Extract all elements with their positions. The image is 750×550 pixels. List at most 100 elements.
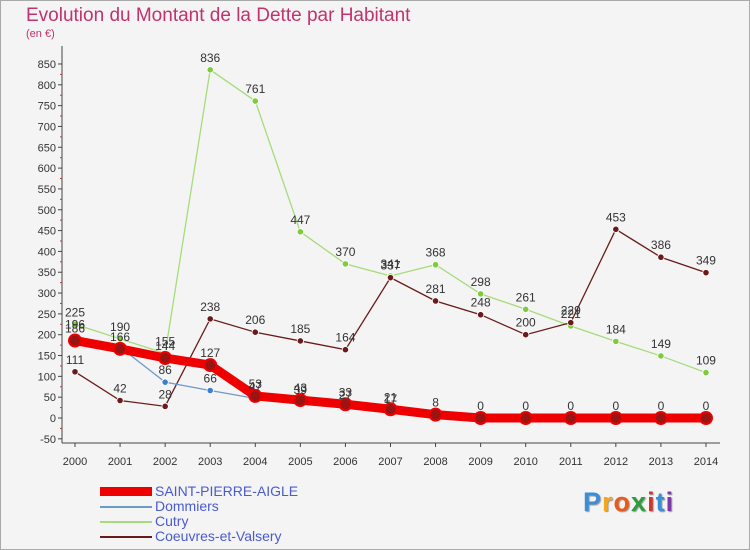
y-tick-label: 800 <box>38 80 56 92</box>
data-label-cutry: 370 <box>335 245 355 259</box>
logo-letter: o <box>613 487 632 517</box>
data-point-cutry <box>477 290 485 298</box>
data-point-coeuvres-et-valsery <box>341 346 350 354</box>
data-label-cutry: 261 <box>516 290 536 304</box>
data-label-coeuvres-et-valsery: 349 <box>696 254 716 268</box>
data-point-coeuvres-et-valsery <box>567 319 575 327</box>
y-tick-label: 500 <box>38 205 56 217</box>
legend: SAINT-PIERRE-AIGLE Dommiers Cutry Coeuvr… <box>100 484 400 544</box>
data-label-cutry: 836 <box>200 51 220 65</box>
data-label-coeuvres-et-valsery: 337 <box>380 259 400 273</box>
data-point-cutry <box>341 260 350 268</box>
x-tick-label: 2002 <box>153 456 177 468</box>
data-point-cutry <box>522 305 530 313</box>
x-tick-label: 2005 <box>288 456 312 468</box>
data-label-cutry: 221 <box>561 307 581 321</box>
y-tick-label: -50 <box>40 434 56 446</box>
data-label-coeuvres-et-valsery: 248 <box>471 296 491 310</box>
y-tick-label: 50 <box>44 392 56 404</box>
data-label-saint-pierre-aigle: 127 <box>200 346 220 360</box>
logo-letter: i <box>647 487 656 517</box>
x-tick-label: 2000 <box>63 456 87 468</box>
data-labels: 186 166 144 127 53 43 33 21 8 0 0 0 0 0 0 196 86 66 47 39 27… <box>65 51 716 413</box>
data-label-coeuvres-et-valsery: 42 <box>113 382 127 396</box>
y-tick-label: 0 <box>50 413 56 425</box>
y-tick-label: 250 <box>38 309 56 321</box>
data-label-saint-pierre-aigle: 166 <box>110 330 130 344</box>
x-tick-label: 2008 <box>423 456 447 468</box>
data-label-saint-pierre-aigle: 0 <box>658 399 665 413</box>
y-tick-label: 750 <box>38 101 56 113</box>
data-point-cutry <box>296 228 304 236</box>
data-label-cutry: 155 <box>155 334 175 348</box>
y-tick-label: 650 <box>38 142 56 154</box>
x-tick-label: 2011 <box>559 456 583 468</box>
data-label-cutry: 447 <box>290 213 310 227</box>
data-point-cutry <box>612 337 620 345</box>
data-point-coeuvres-et-valsery <box>71 368 79 376</box>
x-tick-label: 2001 <box>108 456 132 468</box>
series-line-coeuvres-et-valsery <box>74 228 707 408</box>
data-label-saint-pierre-aigle: 53 <box>249 377 263 391</box>
data-label-saint-pierre-aigle: 33 <box>339 385 353 399</box>
data-point-coeuvres-et-valsery <box>296 337 304 345</box>
logo-letter: t <box>655 487 666 517</box>
data-label-cutry: 298 <box>471 275 491 289</box>
x-tick-label: 2006 <box>333 456 357 468</box>
data-label-saint-pierre-aigle: 0 <box>612 399 619 413</box>
y-tick-label: 100 <box>38 371 56 383</box>
x-tick-label: 2007 <box>378 456 402 468</box>
y-tick-label: 450 <box>38 226 56 238</box>
data-label-saint-pierre-aigle: 0 <box>567 399 574 413</box>
data-label-coeuvres-et-valsery: 164 <box>335 331 355 345</box>
legend-item-dommiers: Dommiers <box>100 499 400 514</box>
data-point-coeuvres-et-valsery <box>612 225 620 233</box>
y-tick-label: 200 <box>38 330 56 342</box>
logo-letter: x <box>631 487 648 517</box>
legend-swatch-saint-pierre-aigle <box>100 487 152 496</box>
data-point-saint-pierre-aigle <box>563 411 578 425</box>
data-label-coeuvres-et-valsery: 281 <box>426 282 446 296</box>
data-point-saint-pierre-aigle <box>608 411 623 425</box>
y-tick-label: 700 <box>38 121 56 133</box>
data-label-dommiers: 17 <box>384 392 398 406</box>
data-label-cutry: 761 <box>245 82 265 96</box>
data-point-saint-pierre-aigle <box>473 411 488 425</box>
data-point-saint-pierre-aigle <box>518 411 533 425</box>
x-tick-label: 2009 <box>468 456 492 468</box>
data-point-cutry <box>657 352 665 360</box>
data-point-saint-pierre-aigle <box>338 397 353 412</box>
legend-item-saint-pierre-aigle: SAINT-PIERRE-AIGLE <box>100 484 400 499</box>
data-point-cutry <box>702 369 710 377</box>
x-tick-label: 2004 <box>243 456 267 468</box>
y-tick-label: 300 <box>38 288 56 300</box>
legend-swatch-dommiers <box>100 506 152 508</box>
series-lines <box>68 66 713 425</box>
data-label-dommiers: 39 <box>294 383 308 397</box>
data-point-cutry <box>431 261 440 269</box>
logo-letter: i <box>665 487 675 517</box>
data-label-coeuvres-et-valsery: 386 <box>651 238 671 252</box>
data-point-cutry <box>251 97 259 105</box>
x-tick-label: 2014 <box>694 456 718 468</box>
data-point-coeuvres-et-valsery <box>161 402 169 410</box>
data-point-cutry <box>206 66 214 74</box>
data-label-cutry: 225 <box>65 305 85 319</box>
legend-label: Cutry <box>155 513 189 529</box>
chart-axes: -50 0 50 100 150 200 250 300 350 400 450 500 550 600 6… <box>38 46 720 468</box>
data-point-dommiers <box>161 378 169 386</box>
data-label-dommiers: 66 <box>204 372 218 386</box>
data-label-saint-pierre-aigle: 0 <box>477 399 484 413</box>
data-label-coeuvres-et-valsery: 200 <box>516 316 536 330</box>
legend-swatch-coeuvres-et-valsery <box>100 536 152 538</box>
data-point-saint-pierre-aigle <box>428 407 443 422</box>
legend-label: Dommiers <box>155 498 219 514</box>
data-label-coeuvres-et-valsery: 229 <box>561 304 581 318</box>
data-label-cutry: 109 <box>696 354 716 368</box>
data-point-coeuvres-et-valsery <box>206 315 214 323</box>
legend-label: Coeuvres-et-Valsery <box>155 528 282 544</box>
proxiti-logo: Proxiti <box>583 487 674 518</box>
data-point-saint-pierre-aigle <box>653 411 668 425</box>
data-point-coeuvres-et-valsery <box>116 396 124 405</box>
